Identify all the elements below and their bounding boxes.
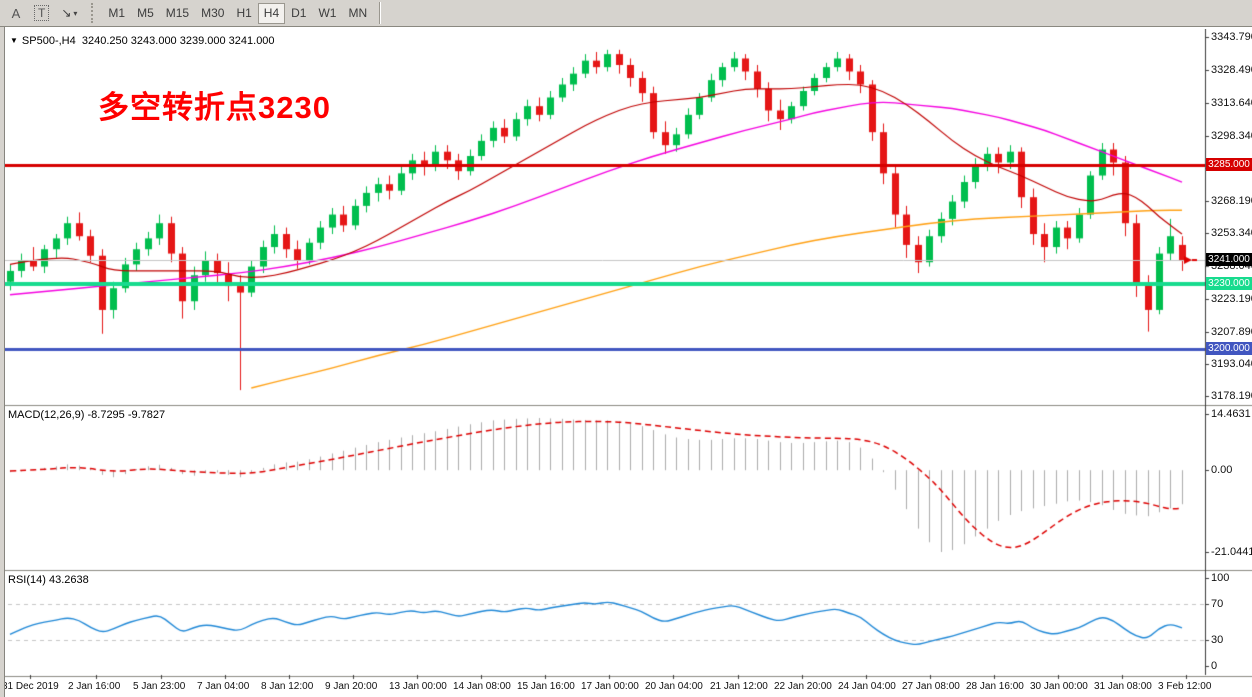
timeframe-button-h1[interactable]: H1 <box>236 6 252 20</box>
timeframe-button-w1[interactable]: W1 <box>318 6 337 20</box>
chart-title-line: ▼ SP500-,H4 3240.250 3243.000 3239.000 32… <box>10 35 275 47</box>
rsi-title: RSI(14) <box>8 574 46 586</box>
price-tick-label: 3328.490 <box>1211 64 1252 77</box>
time-axis-label: 13 Jan 00:00 <box>389 681 447 692</box>
macd-title: MACD(12,26,9) <box>8 409 85 421</box>
macd-tick-label: 0.00 <box>1211 464 1233 477</box>
time-axis-label: 31 Dec 2019 <box>2 681 59 692</box>
time-axis-label: 28 Jan 16:00 <box>966 681 1024 692</box>
toolbar-grip-handle[interactable] <box>91 3 96 23</box>
price-level-badge: 3230.000 <box>1206 276 1252 290</box>
window-left-frame <box>0 27 5 697</box>
macd-values: -8.7295 -9.7827 <box>87 409 166 421</box>
price-chart-canvas[interactable] <box>0 29 1252 697</box>
price-level-badge: 3285.000 <box>1206 157 1252 171</box>
time-axis-label: 7 Jan 04:00 <box>197 681 250 692</box>
text-tool-icon: T <box>34 5 50 21</box>
price-tick-label: 3207.890 <box>1211 325 1252 338</box>
time-axis-label: 8 Jan 12:00 <box>261 681 314 692</box>
toolbar: A T ↘ ▾ M1 M5 M15 M30 H1 H4 D1 W1 MN <box>0 0 1252 27</box>
cursor-tool-button[interactable]: ↘ ▾ <box>55 3 83 24</box>
annotate-text-tool-button[interactable]: A <box>11 5 21 21</box>
price-tick-label: 3268.190 <box>1211 195 1252 208</box>
price-tick-label: 3178.190 <box>1211 390 1252 403</box>
time-axis-label: 15 Jan 16:00 <box>517 681 575 692</box>
price-level-badge: 3200.000 <box>1206 341 1252 355</box>
price-tick-label: 3193.040 <box>1211 358 1252 371</box>
timeframe-button-mn[interactable]: MN <box>348 6 368 20</box>
time-axis-label: 2 Jan 16:00 <box>68 681 121 692</box>
time-axis-label: 21 Jan 12:00 <box>710 681 768 692</box>
time-axis-label: 24 Jan 04:00 <box>838 681 896 692</box>
timeframe-button-m1[interactable]: M1 <box>108 6 126 20</box>
rsi-indicator-label: RSI(14) 43.2638 <box>8 574 89 586</box>
current-price-badge: 3241.000 <box>1206 253 1252 267</box>
time-axis-label: 22 Jan 20:00 <box>774 681 832 692</box>
cursor-arrows-icon: ↘ <box>61 6 72 20</box>
timeframe-button-m5[interactable]: M5 <box>137 6 154 20</box>
macd-tick-label: -21.0441 <box>1211 546 1252 559</box>
timeframe-button-h4[interactable]: H4 <box>257 2 286 24</box>
price-tick-label: 3298.340 <box>1211 129 1252 142</box>
time-axis-label: 27 Jan 08:00 <box>902 681 960 692</box>
time-axis-label: 30 Jan 00:00 <box>1030 681 1088 692</box>
rsi-value: 43.2638 <box>48 574 89 586</box>
time-axis-label: 3 Feb 12:00 <box>1158 681 1212 692</box>
timeframe-button-m30[interactable]: M30 <box>201 6 225 20</box>
time-axis-label: 31 Jan 08:00 <box>1094 681 1152 692</box>
time-axis-label: 14 Jan 08:00 <box>453 681 511 692</box>
timeframe-button-group: M1 M5 M15 M30 H1 H4 D1 W1 MN <box>102 2 373 24</box>
time-axis-label: 17 Jan 00:00 <box>581 681 639 692</box>
price-tick-label: 3343.790 <box>1211 31 1252 44</box>
rsi-tick-label: 0 <box>1211 660 1218 673</box>
price-tick-label: 3223.190 <box>1211 292 1252 305</box>
symbol-period-label: SP500-,H4 <box>21 35 76 47</box>
price-tick-label: 3313.640 <box>1211 96 1252 109</box>
rsi-tick-label: 100 <box>1211 571 1230 584</box>
ohlc-values: 3240.250 3243.000 3239.000 3241.000 <box>81 35 275 47</box>
macd-tick-label: 14.4631 <box>1211 407 1251 420</box>
chart-annotation-text: 多空转折点3230 <box>98 90 331 125</box>
chevron-down-icon: ▾ <box>73 8 78 18</box>
timeframe-button-d1[interactable]: D1 <box>291 6 307 20</box>
rsi-tick-label: 30 <box>1211 633 1224 646</box>
toolbar-separator <box>379 2 381 24</box>
symbol-dropdown-icon[interactable]: ▼ <box>10 36 18 45</box>
text-label-tool-button[interactable]: T <box>28 3 55 24</box>
price-tick-label: 3253.340 <box>1211 227 1252 240</box>
macd-indicator-label: MACD(12,26,9) -8.7295 -9.7827 <box>8 409 165 421</box>
rsi-tick-label: 70 <box>1211 598 1224 611</box>
time-axis-label: 5 Jan 23:00 <box>133 681 186 692</box>
time-axis-label: 9 Jan 20:00 <box>325 681 378 692</box>
time-axis-label: 20 Jan 04:00 <box>645 681 703 692</box>
timeframe-button-m15[interactable]: M15 <box>165 6 190 20</box>
